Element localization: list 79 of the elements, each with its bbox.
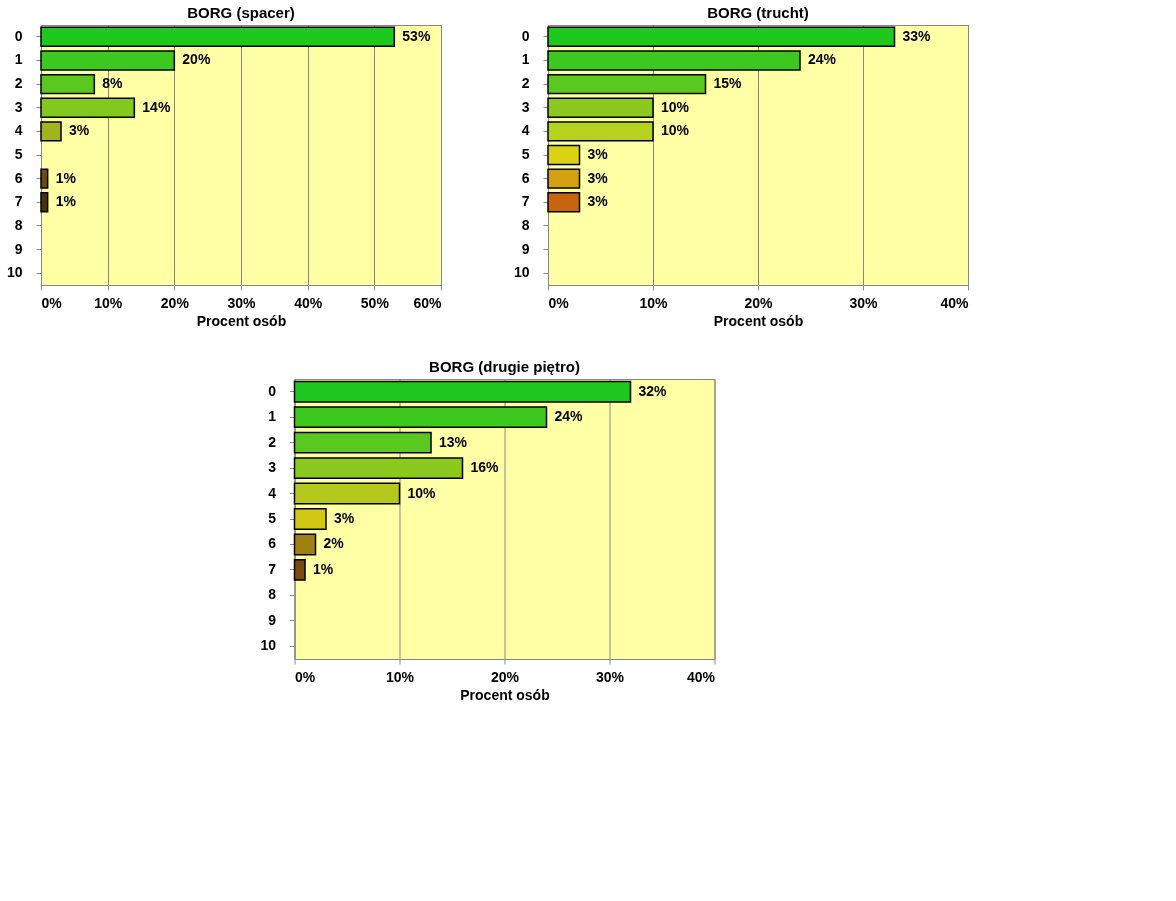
y-tick-label: 7 xyxy=(521,193,530,210)
data-label: 3% xyxy=(334,510,355,526)
y-tick-label: 9 xyxy=(521,240,530,257)
data-label: 2% xyxy=(323,535,345,552)
y-tick-label: 4 xyxy=(14,122,23,139)
data-label: 33% xyxy=(902,27,932,44)
y-tick-label: 8 xyxy=(521,216,530,233)
y-tick-label: 2 xyxy=(14,75,23,92)
y-tick-label: 1 xyxy=(14,51,23,68)
y-tick-label: 7 xyxy=(14,193,23,210)
y-tick-label: 8 xyxy=(268,586,277,603)
y-tick-label: 6 xyxy=(521,169,530,186)
x-tick-label: 10% xyxy=(385,668,415,685)
y-tick-label: 9 xyxy=(268,611,277,628)
x-tick-label: 20% xyxy=(160,294,190,311)
x-tick-label: 50% xyxy=(360,294,390,311)
x-tick-label: 0% xyxy=(41,294,63,311)
y-tick-label: 7 xyxy=(268,560,277,577)
data-label: 3% xyxy=(69,122,90,139)
y-tick-label: 2 xyxy=(521,75,530,92)
y-tick-label: 5 xyxy=(521,146,530,162)
chart-title: BORG (drugie piętro) xyxy=(429,358,580,375)
x-tick-label: 30% xyxy=(595,668,625,685)
data-label: 10% xyxy=(661,122,690,139)
y-tick-label: 0 xyxy=(268,382,277,399)
x-axis-title: Procent osób xyxy=(460,686,550,703)
y-tick-label: 5 xyxy=(14,146,23,162)
x-tick-label: 20% xyxy=(490,668,520,685)
data-label: 53% xyxy=(402,27,431,44)
data-label: 10% xyxy=(407,484,437,501)
y-tick-label: 5 xyxy=(268,510,277,526)
x-tick-label: 10% xyxy=(94,294,123,311)
x-tick-label: 20% xyxy=(744,294,774,311)
y-tick-label: 9 xyxy=(14,240,23,257)
data-label: 24% xyxy=(554,408,584,425)
data-label: 1% xyxy=(313,560,334,577)
data-label: 3% xyxy=(587,146,609,162)
x-tick-label: 40% xyxy=(940,294,970,311)
x-axis-title: Procent osób xyxy=(196,312,287,329)
y-tick-label: 1 xyxy=(268,408,277,425)
x-tick-label: 60% xyxy=(413,294,443,311)
data-label: 16% xyxy=(470,459,500,476)
x-tick-label: 0% xyxy=(548,294,570,311)
y-tick-label: 2 xyxy=(268,433,277,450)
data-label: 15% xyxy=(713,75,743,92)
y-tick-label: 10 xyxy=(260,637,277,654)
y-tick-label: 0 xyxy=(14,27,23,44)
y-tick-label: 4 xyxy=(521,122,530,139)
chart-title: BORG (trucht) xyxy=(707,4,809,21)
x-tick-label: 10% xyxy=(639,294,669,311)
data-label: 14% xyxy=(142,98,171,115)
y-tick-label: 4 xyxy=(268,484,277,501)
y-tick-label: 3 xyxy=(268,459,277,476)
x-axis-title: Procent osób xyxy=(713,312,804,329)
data-label: 13% xyxy=(439,433,468,450)
y-tick-label: 0 xyxy=(521,27,530,44)
x-tick-label: 30% xyxy=(849,294,879,311)
y-tick-label: 6 xyxy=(268,535,277,552)
data-label: 3% xyxy=(587,193,609,210)
data-label: 1% xyxy=(55,169,77,186)
data-label: 10% xyxy=(661,98,690,115)
data-label: 32% xyxy=(638,382,668,399)
y-tick-label: 10 xyxy=(513,264,530,281)
chart-title: BORG (spacer) xyxy=(187,4,295,21)
y-tick-label: 1 xyxy=(521,51,530,68)
y-tick-label: 8 xyxy=(14,216,23,233)
x-tick-label: 30% xyxy=(227,294,257,311)
y-tick-label: 10 xyxy=(6,264,23,281)
x-tick-label: 0% xyxy=(295,668,316,685)
data-label: 8% xyxy=(102,75,124,92)
y-tick-label: 3 xyxy=(14,98,23,115)
data-label: 24% xyxy=(808,51,837,68)
x-tick-label: 40% xyxy=(294,294,323,311)
y-tick-label: 3 xyxy=(521,98,530,115)
data-label: 20% xyxy=(182,51,211,68)
data-label: 1% xyxy=(55,193,77,210)
data-label: 3% xyxy=(587,169,609,186)
y-tick-label: 6 xyxy=(14,169,23,186)
x-tick-label: 40% xyxy=(686,668,716,685)
